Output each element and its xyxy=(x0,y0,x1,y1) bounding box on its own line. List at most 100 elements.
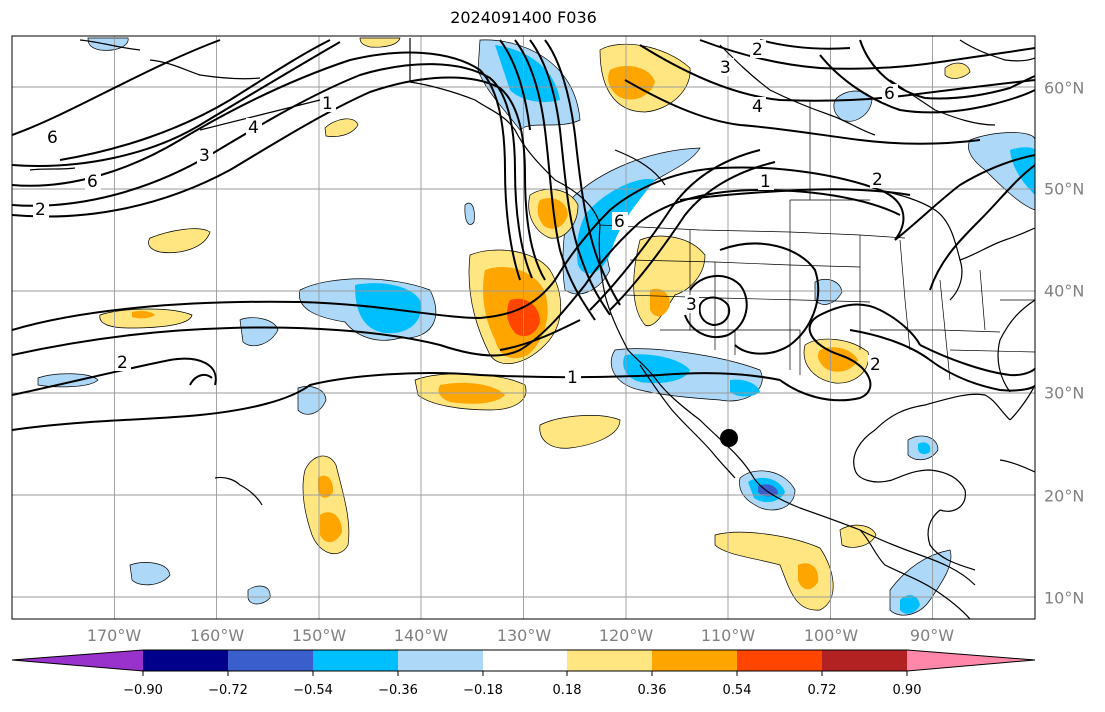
colorbar-swatch xyxy=(567,650,652,671)
colorbar-tick-label: 0.54 xyxy=(722,683,752,698)
lat-label: 30°N xyxy=(1044,383,1085,403)
contour-label-bg xyxy=(882,84,898,102)
contour-label: 6 xyxy=(884,84,895,104)
contour-label: 1 xyxy=(322,94,333,114)
lon-label: 160°W xyxy=(189,626,245,645)
contour-label-bg xyxy=(33,200,49,218)
positive-anomaly-region xyxy=(324,118,359,137)
negative-anomaly-region xyxy=(730,379,760,397)
contour-lines xyxy=(12,39,1035,431)
colorbar-tick-label: −0.90 xyxy=(123,683,163,698)
contour-label: 6 xyxy=(87,172,98,192)
colorbar-min-extend xyxy=(12,650,143,671)
colorbar-tick-label: −0.72 xyxy=(208,683,248,698)
colorbar-tick-label: 0.36 xyxy=(637,683,667,698)
contour-label: 4 xyxy=(752,97,763,117)
negative-anomaly-region xyxy=(464,202,475,225)
colorbar-swatch xyxy=(822,650,907,671)
positive-anomaly-region xyxy=(817,347,858,372)
contour-label: 2 xyxy=(870,355,881,375)
colorbar-tick-label: −0.54 xyxy=(293,683,333,698)
colorbar-swatch xyxy=(652,650,737,671)
contour-label-bg xyxy=(870,170,886,188)
contour-label-bg xyxy=(115,353,131,371)
lat-label: 60°N xyxy=(1044,78,1085,98)
contour-label-bg xyxy=(750,40,766,58)
contour-label: 3 xyxy=(686,295,697,315)
contour-label: 2 xyxy=(35,200,46,220)
negative-anomaly-region xyxy=(900,595,920,614)
contour-label: 1 xyxy=(567,368,578,388)
contour-label: 3 xyxy=(199,146,210,166)
lat-label: 10°N xyxy=(1044,588,1085,608)
contour-label-bg xyxy=(868,355,884,373)
positive-anomaly-region xyxy=(539,415,621,449)
contour-label: 4 xyxy=(248,118,259,138)
negative-anomaly-region xyxy=(129,562,171,586)
location-marker xyxy=(720,429,738,447)
colorbar-swatch xyxy=(313,650,398,671)
contour-label-bg xyxy=(320,94,336,112)
colorbar-swatch xyxy=(398,650,483,671)
contour-label-bg xyxy=(85,172,101,190)
lat-label: 50°N xyxy=(1044,179,1085,199)
colorbar-swatch xyxy=(143,650,228,671)
positive-anomaly-region xyxy=(839,524,877,548)
contour-label-bg xyxy=(750,97,766,115)
negative-anomaly-region xyxy=(239,317,279,347)
positive-anomaly-region xyxy=(132,311,155,319)
contour-label: 1 xyxy=(760,172,771,192)
lon-label: 150°W xyxy=(291,626,347,645)
positive-anomaly-region xyxy=(714,531,834,611)
contour-label: 2 xyxy=(117,353,128,373)
colorbar-swatch xyxy=(228,650,313,671)
lon-label: 130°W xyxy=(496,626,552,645)
contour-label-bg xyxy=(45,128,61,146)
lat-label: 20°N xyxy=(1044,486,1085,506)
positive-anomaly-region xyxy=(99,308,193,329)
map-title: 2024091400 F036 xyxy=(450,8,597,27)
positive-anomaly-region xyxy=(318,475,334,498)
colorbar-tick-label: 0.72 xyxy=(807,683,837,698)
contour-label-bg xyxy=(197,146,213,164)
positive-anomaly-region xyxy=(320,512,342,543)
colorbar-tick-label: 0.90 xyxy=(892,683,922,698)
colorbar-max-extend xyxy=(907,650,1035,671)
contour-label-bg xyxy=(565,368,581,386)
lon-label: 120°W xyxy=(598,626,654,645)
lat-lon-grid xyxy=(12,36,1035,619)
colorbar-tick-label: −0.18 xyxy=(463,683,503,698)
lon-label: 90°W xyxy=(909,626,955,645)
contour-label: 6 xyxy=(614,212,625,232)
contour-label-bg xyxy=(685,295,699,313)
positive-anomaly-region xyxy=(148,228,211,254)
positive-anomaly-region xyxy=(798,563,819,590)
lat-label: 40°N xyxy=(1044,281,1085,301)
negative-anomaly-region xyxy=(814,278,843,305)
negative-anomaly-region xyxy=(247,585,271,605)
colorbar-swatch xyxy=(483,650,567,671)
positive-anomaly-region xyxy=(944,62,971,79)
lon-label: 110°W xyxy=(700,626,756,645)
positive-anomaly-region xyxy=(359,37,401,48)
positive-anomaly-region xyxy=(537,198,568,229)
contour-label: 2 xyxy=(752,40,763,60)
colorbar-tick-label: 0.18 xyxy=(552,683,582,698)
colorbar-swatch xyxy=(737,650,822,671)
contour-label-bg xyxy=(246,118,262,136)
contour-label: 3 xyxy=(720,58,731,78)
contour-label-bg xyxy=(758,172,774,190)
lon-label: 170°W xyxy=(86,626,142,645)
negative-anomaly-region xyxy=(918,442,931,455)
contour-label: 2 xyxy=(872,170,883,190)
coastlines xyxy=(29,38,1035,619)
contour-labels: 6 6 2 3 1 2 1 1 2 4 3 2 6 6 xyxy=(33,40,898,388)
lon-label: 100°W xyxy=(803,626,859,645)
contour-label-bg xyxy=(612,212,628,230)
contour-label-bg xyxy=(718,58,734,76)
contour-label: 6 xyxy=(47,128,58,148)
colorbar-tick-label: −0.36 xyxy=(378,683,418,698)
state-borders xyxy=(599,100,1035,381)
colorbar xyxy=(11,649,1036,676)
